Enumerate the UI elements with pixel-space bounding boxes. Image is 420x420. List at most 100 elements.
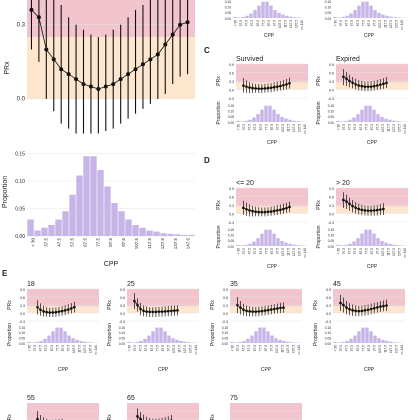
plot-background: [230, 326, 302, 343]
histogram-bar: [292, 244, 296, 246]
histogram-bar: [41, 227, 48, 236]
histogram-bar: [361, 327, 365, 343]
histogram-bar: [242, 340, 246, 343]
plot-background: [333, 0, 405, 18]
y-tick-label: 0.05: [325, 336, 331, 340]
y-axis-label: PRx: [7, 300, 13, 310]
histogram-bar: [372, 233, 376, 246]
data-point: [170, 32, 175, 37]
panel-letter-D: D: [204, 156, 210, 165]
data-point: [133, 67, 138, 72]
y-tick-label: 0.15: [15, 151, 25, 157]
histogram-bar: [384, 242, 388, 246]
histogram-bar: [369, 331, 373, 343]
x-tick-label: 77.5: [361, 20, 365, 26]
data-point: [60, 309, 64, 313]
data-point: [285, 83, 288, 86]
histogram-bar: [392, 244, 396, 246]
plot-background: [233, 0, 305, 18]
y-axis-label: PRx: [107, 300, 113, 310]
zone-impaired: [236, 64, 308, 83]
data-point: [51, 311, 55, 314]
x-tick-label: 37.5: [339, 345, 343, 351]
y-axis-label: PRx: [4, 61, 11, 75]
data-point: [44, 47, 49, 52]
prx-panel-C-survived: 0.9 0.6 0.3 0.0 -0.3 PRx Survived: [216, 56, 308, 101]
data-point: [51, 57, 56, 62]
data-point: [372, 209, 376, 212]
data-point: [273, 307, 276, 311]
y-tick-label: 0.05: [328, 239, 334, 243]
y-tick-label: 0.10: [19, 331, 25, 335]
x-tick-label: < 30: [28, 345, 32, 352]
data-point: [245, 85, 248, 88]
data-point: [248, 86, 251, 89]
y-tick-label: 0.15: [222, 326, 228, 330]
data-point: [339, 301, 342, 305]
y-tick-label: -0.3: [119, 320, 125, 324]
prx-panel-B: 0.3 0.0 PRx: [4, 0, 195, 136]
histogram-bar: [234, 342, 238, 343]
x-tick-label: 57.5: [44, 345, 48, 351]
data-point: [254, 210, 257, 214]
x-tick-label: 97.5: [275, 248, 279, 254]
histogram-bar: [261, 1, 265, 18]
histogram-bar: [236, 120, 240, 122]
data-point: [140, 62, 145, 67]
histogram-bar: [83, 341, 87, 343]
histogram-bar: [151, 331, 155, 343]
histogram-bar: [43, 338, 47, 343]
data-point: [385, 304, 388, 307]
histogram-bar: [135, 341, 139, 343]
panel-title: <= 20: [236, 180, 254, 187]
histogram-bar: [253, 10, 257, 18]
histogram-bar: [147, 335, 151, 343]
x-tick-label: 67.5: [256, 20, 260, 26]
histogram-bar: [377, 338, 381, 343]
x-tick-label: 127.5: [83, 345, 87, 353]
histogram-bar: [340, 245, 344, 246]
histogram-bar: [257, 5, 261, 18]
y-tick-label: 0.00: [222, 342, 228, 346]
y-tick-label: 0.05: [225, 11, 231, 15]
x-tick-label: 37.5: [133, 345, 137, 351]
data-point: [185, 20, 190, 25]
zone-impaired: [333, 289, 405, 307]
x-tick-label: 97.5: [272, 20, 276, 26]
hist-panel: 0.15 0.100.05 0.00< 30 37.5 47.5 57.5 67.5 77.5…: [325, 0, 405, 30]
y-tick-label: -0.3: [19, 320, 25, 324]
histogram-bar: [233, 16, 237, 18]
histogram-bar: [360, 233, 364, 246]
x-tick-label: 127.5: [392, 124, 396, 132]
histogram-bar: [249, 13, 253, 18]
x-axis-label: CPP: [104, 261, 119, 268]
y-tick-label: 0.10: [328, 234, 334, 238]
data-point: [354, 83, 357, 86]
histogram-bar: [368, 105, 372, 122]
series-line: [31, 9, 188, 90]
prx-panel-D-gt20: 0.9 0.6 0.3 0.0 -0.3 PRx > 20: [316, 180, 408, 225]
x-tick-label: 47.5: [348, 248, 352, 254]
data-point: [269, 86, 273, 90]
hist-panel: 0.15 0.100.05 0.00< 30 37.5 47.5 57.5 67.5 77.5…: [216, 101, 308, 134]
x-tick-label: >= 140: [403, 124, 407, 134]
y-axis-label: PRx: [316, 76, 322, 86]
data-point: [103, 84, 108, 89]
x-tick-label: 87.5: [108, 238, 113, 247]
x-tick-label: 117.5: [177, 345, 181, 353]
x-axis-label: CPP: [264, 33, 275, 39]
y-tick-label: 0.15: [228, 104, 234, 108]
y-tick-label: 0.10: [222, 331, 228, 335]
series-line: [243, 206, 290, 213]
y-tick-label: 0.6: [229, 195, 234, 199]
x-tick-label: 137.5: [398, 248, 402, 256]
data-point: [260, 309, 264, 313]
y-tick-label: 0.9: [229, 187, 234, 191]
x-tick-label: 97.5: [121, 238, 126, 247]
data-point: [351, 204, 354, 208]
panel-letter-C: C: [204, 46, 210, 55]
data-point: [257, 310, 261, 313]
y-axis-label: PRx: [313, 300, 319, 310]
data-point: [36, 417, 39, 420]
